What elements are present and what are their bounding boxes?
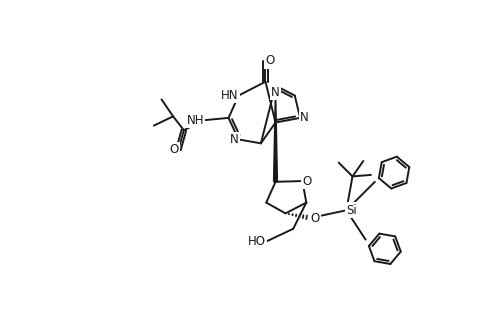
Text: O: O — [265, 54, 275, 68]
Text: N: N — [271, 86, 280, 98]
Text: HO: HO — [247, 236, 265, 248]
Text: O: O — [302, 174, 312, 188]
Text: N: N — [230, 133, 239, 146]
Text: N: N — [300, 112, 309, 124]
Text: O: O — [310, 212, 320, 224]
Text: O: O — [169, 143, 178, 156]
Text: HN: HN — [221, 89, 239, 102]
Text: Si: Si — [346, 204, 357, 217]
Text: NH: NH — [186, 114, 204, 127]
Polygon shape — [274, 86, 278, 182]
